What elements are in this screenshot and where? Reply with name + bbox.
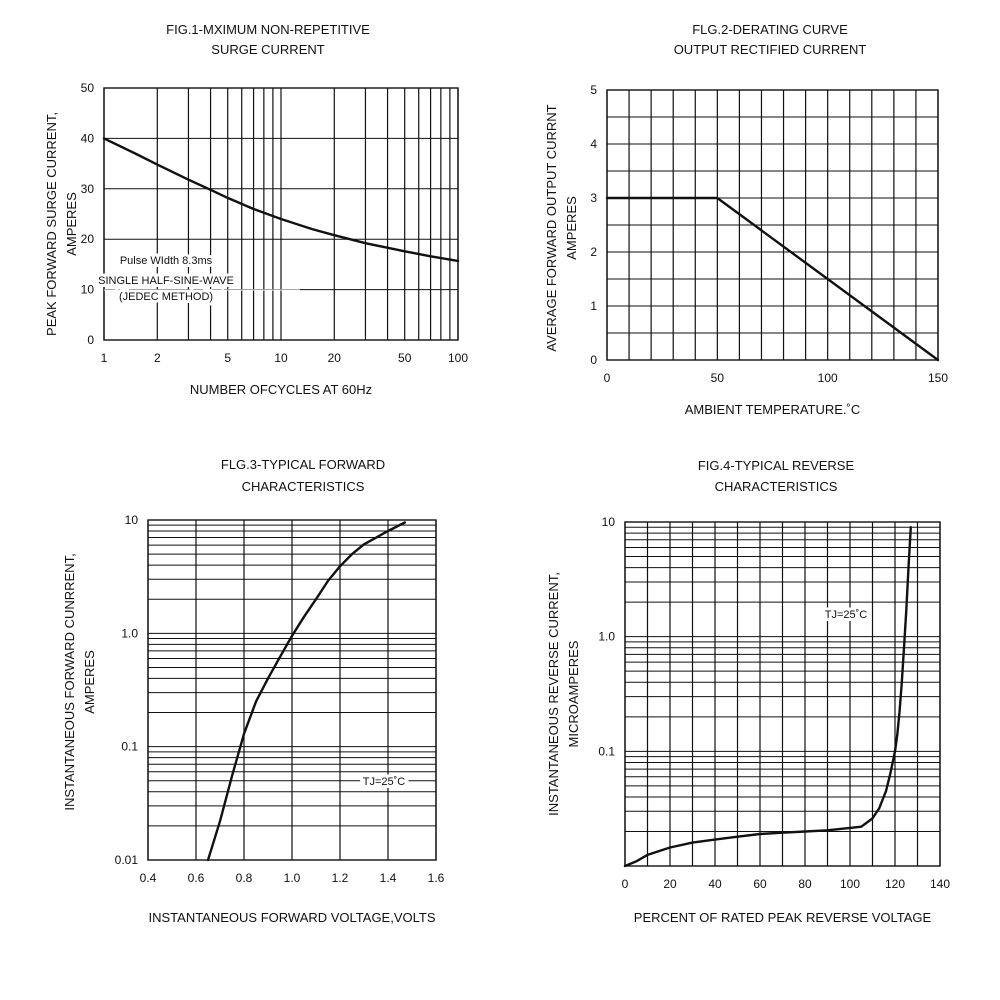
chart-title: OUTPUT RECTIFIED CURRENT [674,42,867,57]
x-axis-label: NUMBER OFCYCLES AT 60Hz [190,382,372,397]
annotation-text: Pulse WIdth 8.3ms [120,255,213,267]
x-tick-label: 140 [930,877,950,891]
chart-title: FLG.2-DERATING CURVE [692,22,848,37]
x-tick-label: 80 [798,877,812,891]
chart-title: CHARACTERISTICS [715,479,838,494]
x-tick-label: 1.0 [284,871,301,885]
x-tick-label: 0 [622,877,629,891]
y-tick-label: 3 [590,191,597,205]
x-tick-label: 50 [711,371,725,385]
y-tick-label: 4 [590,137,597,151]
y-tick-label: 10 [602,515,616,529]
y-tick-label: 0.1 [598,744,615,758]
x-tick-label: 1.4 [380,871,397,885]
series-line [206,521,406,862]
x-tick-label: 100 [818,371,838,385]
y-tick-label: 1 [590,299,597,313]
x-tick-label: 1.2 [332,871,349,885]
chart-forward-characteristics: 0.4 0.6 0.8 1.0 1.2 1.4 1.6 0.01 0.1 1.0 10 FLG.3-T… [62,457,445,925]
y-tick-label: 30 [81,182,95,196]
x-axis-label: PERCENT OF RATED PEAK REVERSE VOLTAGE [634,910,932,925]
y-tick-label: 0.1 [121,740,138,754]
chart-title: CHARACTERISTICS [242,479,365,494]
chart-surge-current: 1 2 5 10 20 50 100 0 10 20 30 40 50 FIG.1-MXIMUM NON-… [44,22,468,397]
y-tick-label: 0 [590,353,597,367]
chart-title: SURGE CURRENT [211,42,324,57]
y-axis-label: INSTANTANEOUS FORWARD CUNRRENT, [62,553,77,810]
x-tick-label: 0.6 [188,871,205,885]
annotation-text: (JEDEC METHOD) [119,291,213,303]
x-tick-label: 2 [154,351,161,365]
x-tick-label: 150 [928,371,948,385]
annotation-text: TJ=25˚C [825,609,868,621]
x-axis-label: INSTANTANEOUS FORWARD VOLTAGE,VOLTS [149,910,436,925]
x-tick-label: 20 [328,351,342,365]
y-tick-label: 5 [590,83,597,97]
x-tick-label: 60 [753,877,767,891]
y-axis-label: AVERAGE FORWARD OUTPUT CURRNT [544,104,559,351]
x-tick-label: 20 [663,877,677,891]
series-line [605,196,940,362]
x-tick-label: 5 [224,351,231,365]
plot-frame [624,521,941,867]
y-axis-label: MICROAMPERES [566,640,581,747]
y-axis-label: INSTANTANEOUS REVERSE CURRENT, [546,572,561,816]
series-line [623,526,912,868]
x-tick-label: 100 [840,877,860,891]
x-tick-label: 0.4 [140,871,157,885]
x-axis-label: AMBIENT TEMPERATURE.˚C [685,402,861,417]
annotation-text: TJ=25˚C [363,776,406,788]
y-tick-label: 0 [87,333,94,347]
x-tick-label: 10 [274,351,288,365]
series-line [102,137,460,263]
annotation-text: SINGLE HALF-SINE-WAVE [98,275,234,287]
y-tick-label: 40 [81,131,95,145]
chart-derating-curve: 0 50 100 150 0 1 2 3 4 5 FLG.2-DERATING CURVE OUTPU… [544,22,948,417]
x-tick-label: 1 [101,351,108,365]
x-tick-label: 1.6 [428,871,445,885]
y-axis-label: AMPERES [82,650,97,714]
y-tick-label: 10 [125,513,139,527]
x-tick-label: 0.8 [236,871,253,885]
x-tick-label: 100 [448,351,468,365]
chart-title: FIG.1-MXIMUM NON-REPETITIVE [166,22,370,37]
x-tick-label: 120 [885,877,905,891]
x-tick-label: 0 [604,371,611,385]
chart-title: FLG.3-TYPICAL FORWARD [221,457,385,472]
y-tick-label: 2 [590,245,597,259]
y-tick-label: 20 [81,232,95,246]
y-tick-label: 1.0 [121,626,138,640]
plot-frame [103,87,459,341]
plot-frame [606,89,939,361]
y-tick-label: 10 [81,283,95,297]
plot-frame [147,519,437,861]
x-tick-label: 50 [398,351,412,365]
y-axis-label: AMPERES [564,196,579,260]
y-axis-label: AMPERES [64,192,79,256]
y-tick-label: 1.0 [598,630,615,644]
y-tick-label: 0.01 [115,853,139,867]
chart-title: FIG.4-TYPICAL REVERSE [698,458,855,473]
chart-reverse-characteristics: 0 20 40 60 80 100 120 140 0.1 1.0 10 FIG.4-TYPICAL … [546,458,950,925]
y-axis-label: PEAK FORWARD SURGE CURRENT, [44,112,59,336]
x-tick-label: 40 [708,877,722,891]
y-tick-label: 50 [81,81,95,95]
